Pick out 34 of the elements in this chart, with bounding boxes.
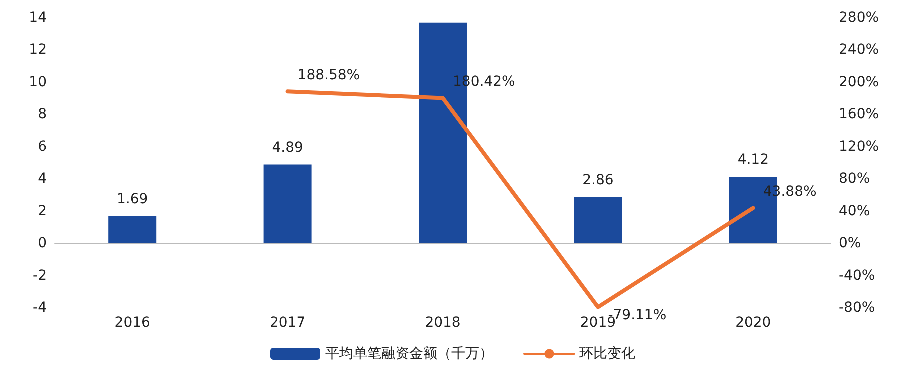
y-tick-label: -4 — [33, 300, 48, 316]
x-tick-label: 2020 — [736, 315, 772, 331]
bar — [108, 216, 157, 244]
y2-tick-label: 120% — [839, 138, 880, 155]
y2-tick-label: 160% — [839, 106, 880, 123]
y-tick-label: 6 — [38, 138, 48, 155]
legend-label: 环比变化 — [580, 346, 636, 362]
y-tick-label: 8 — [38, 106, 47, 123]
bar — [574, 197, 622, 244]
y-tick-label: 12 — [29, 42, 47, 58]
x-tick-label: 2018 — [425, 315, 461, 331]
y2-tick-label: 40% — [839, 203, 870, 220]
y-tick-label: 10 — [29, 74, 47, 90]
y-tick-label: -2 — [33, 268, 47, 284]
y2-tick-label: -80% — [839, 300, 876, 316]
data-label: 2.86 — [582, 172, 614, 188]
data-label: 4.89 — [272, 140, 304, 156]
y-tick-label: 4 — [38, 171, 48, 188]
y-tick-label: 0 — [38, 236, 47, 252]
y2-tick-label: 280% — [839, 10, 880, 26]
y2-tick-label: 80% — [839, 171, 870, 188]
y2-tick-label: -40% — [839, 268, 876, 284]
y2-tick-label: 200% — [839, 74, 880, 90]
data-label: 4.12 — [738, 152, 769, 168]
y2-tick-label: 0% — [839, 236, 862, 252]
x-tick-label: 2016 — [114, 315, 150, 331]
data-label: 188.58% — [298, 68, 360, 84]
legend-label: 平均单笔融资金额（千万） — [326, 346, 494, 362]
bar — [264, 164, 312, 244]
y-tick-label: 2 — [38, 203, 47, 220]
data-label: 1.69 — [117, 191, 148, 208]
y-tick-label: 14 — [29, 10, 48, 26]
x-tick-label: 2017 — [270, 315, 306, 331]
y2-tick-label: 240% — [839, 42, 880, 58]
